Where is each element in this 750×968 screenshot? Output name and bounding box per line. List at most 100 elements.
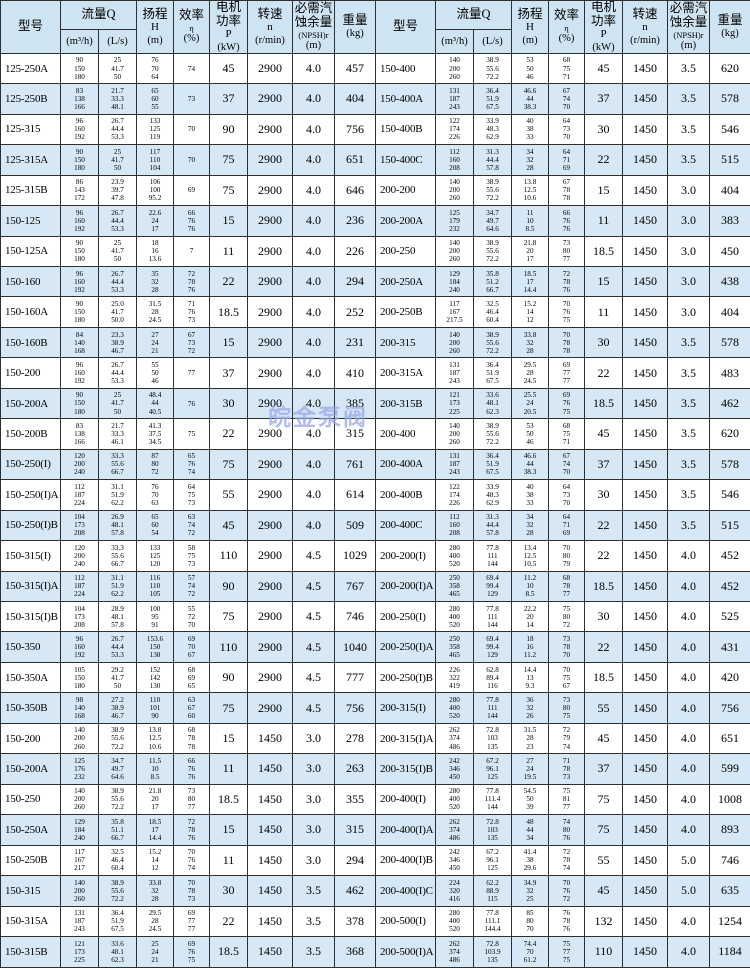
cell-speed: 1450 xyxy=(248,815,293,845)
cell-model: 150-350 xyxy=(1,632,61,662)
cell-weight: 462 xyxy=(710,388,750,418)
cell-npsh: 4.0 xyxy=(293,175,335,205)
cell-speed: 1450 xyxy=(623,510,668,540)
header-power-cn2: 功率 xyxy=(591,15,616,28)
cell-weight: 746 xyxy=(710,845,750,875)
cell-power: 45 xyxy=(585,53,623,83)
cell-weight: 756 xyxy=(710,693,750,723)
cell-model: 200-400(I)B xyxy=(376,845,436,875)
cell-power: 15 xyxy=(210,327,248,357)
cell-power: 37 xyxy=(210,84,248,114)
header-model: 型号 xyxy=(376,1,436,54)
cell-model: 200-400(I) xyxy=(376,784,436,814)
cell-npsh: 3.5 xyxy=(668,419,710,449)
cell-model: 150-250 xyxy=(1,784,61,814)
cell-npsh: 4.0 xyxy=(668,754,710,784)
cell-model: 150-250(I)B xyxy=(1,510,61,540)
cell-weight: 378 xyxy=(335,906,376,936)
cell-power: 22 xyxy=(585,510,623,540)
cell-weight: 1184 xyxy=(710,936,750,967)
cell-npsh: 3.5 xyxy=(293,906,335,936)
cell-npsh: 4.0 xyxy=(668,601,710,631)
header-head: 扬程 H (m) xyxy=(137,1,174,54)
cell-model: 150-350B xyxy=(1,693,61,723)
header-power-unit: (kW) xyxy=(217,42,239,53)
header-efficiency: 效率 η (%) xyxy=(174,1,210,54)
cell-power: 15 xyxy=(210,815,248,845)
cell-speed: 2900 xyxy=(248,541,293,571)
cell-weight: 450 xyxy=(710,236,750,266)
cell-weight: 1040 xyxy=(335,632,376,662)
header-eff-unit: (%) xyxy=(184,33,200,44)
cell-npsh: 4.0 xyxy=(293,419,335,449)
cell-npsh: 4.0 xyxy=(293,297,335,327)
cell-model: 125-250B xyxy=(1,84,61,114)
cell-power: 30 xyxy=(210,876,248,906)
header-speed-cn: 转速 xyxy=(257,8,282,21)
cell-model: 200-400A xyxy=(376,449,436,479)
cell-npsh: 3.0 xyxy=(293,845,335,875)
header-npsh-cn1: 必需汽 xyxy=(295,2,333,15)
cell-speed: 2900 xyxy=(248,175,293,205)
header-weight-cn: 重量 xyxy=(717,14,742,27)
cell-npsh: 3.5 xyxy=(668,449,710,479)
cell-model: 150-315(I)A xyxy=(1,571,61,601)
cell-npsh: 4.5 xyxy=(293,632,335,662)
cell-speed: 2900 xyxy=(248,236,293,266)
cell-speed: 1450 xyxy=(248,784,293,814)
cell-weight: 756 xyxy=(335,693,376,723)
cell-speed: 2900 xyxy=(248,84,293,114)
cell-power: 30 xyxy=(585,601,623,631)
cell-npsh: 4.5 xyxy=(293,662,335,692)
header-power-unit: (kW) xyxy=(592,42,614,53)
cell-speed: 1450 xyxy=(248,754,293,784)
cell-npsh: 4.0 xyxy=(668,571,710,601)
cell-npsh: 3.0 xyxy=(668,266,710,296)
